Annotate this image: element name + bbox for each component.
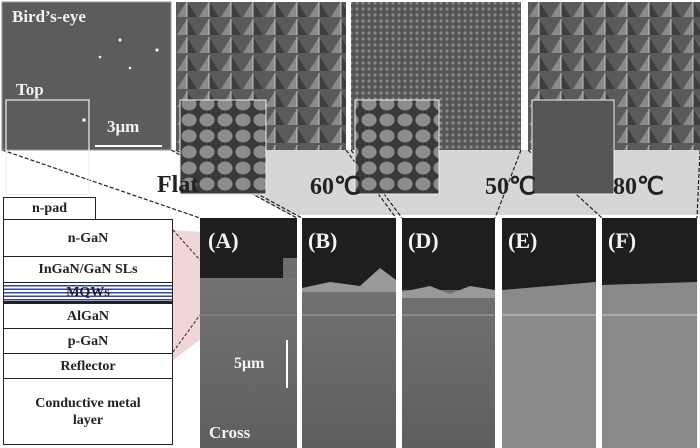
scale-5um-label: 5μm [234,355,265,372]
layer-reflector: Reflector [3,353,173,379]
birds-eye-label: Bird’s-eye [12,7,86,26]
condition-80c: 80℃ [613,174,664,200]
scale-3um-label: 3μm [107,117,140,136]
top-label: Top [16,80,44,99]
panel-e-label: (E) [508,228,538,253]
inset-top [5,99,90,195]
layer-conductive-metal: Conductive metal layer [3,378,173,445]
panel-b-label: (B) [308,228,338,253]
panel-d-label: (D) [408,228,439,253]
inset-80c [531,99,615,195]
layer-mqws: MQWs [3,282,173,304]
layer-algan: AlGaN [3,303,173,329]
condition-60c: 60℃ [310,174,361,200]
inset-50c [354,99,440,195]
layer-ingan-gan-sls: InGaN/GaN SLs [3,256,173,283]
panel-a-label: (A) [208,228,239,253]
cross-label: Cross [209,423,251,442]
cross-panels [200,218,697,448]
condition-flat: Flat [157,172,199,198]
sem-flat-top [1,1,172,151]
inset-60c [179,99,267,195]
layer-n-pad: n-pad [3,197,96,220]
layer-n-gan: n-GaN [3,219,173,257]
panel-f-label: (F) [608,228,637,253]
zoom-wedge [173,230,200,360]
layer-p-gan: p-GaN [3,328,173,354]
condition-50c: 50℃ [485,174,536,200]
